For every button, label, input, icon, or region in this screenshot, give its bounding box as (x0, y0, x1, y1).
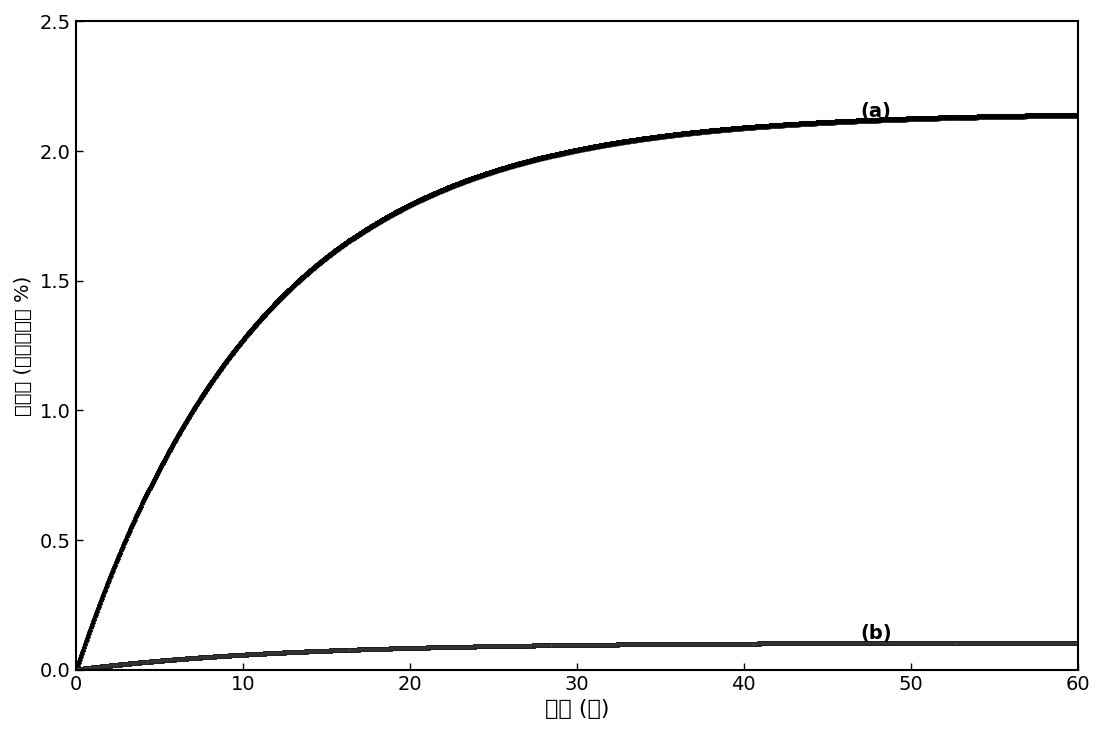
Text: (a): (a) (861, 103, 892, 122)
Y-axis label: 放氢量 (质量百分数 %): 放氢量 (质量百分数 %) (14, 276, 33, 416)
X-axis label: 时间 (分): 时间 (分) (544, 699, 609, 719)
Text: (b): (b) (861, 624, 892, 643)
